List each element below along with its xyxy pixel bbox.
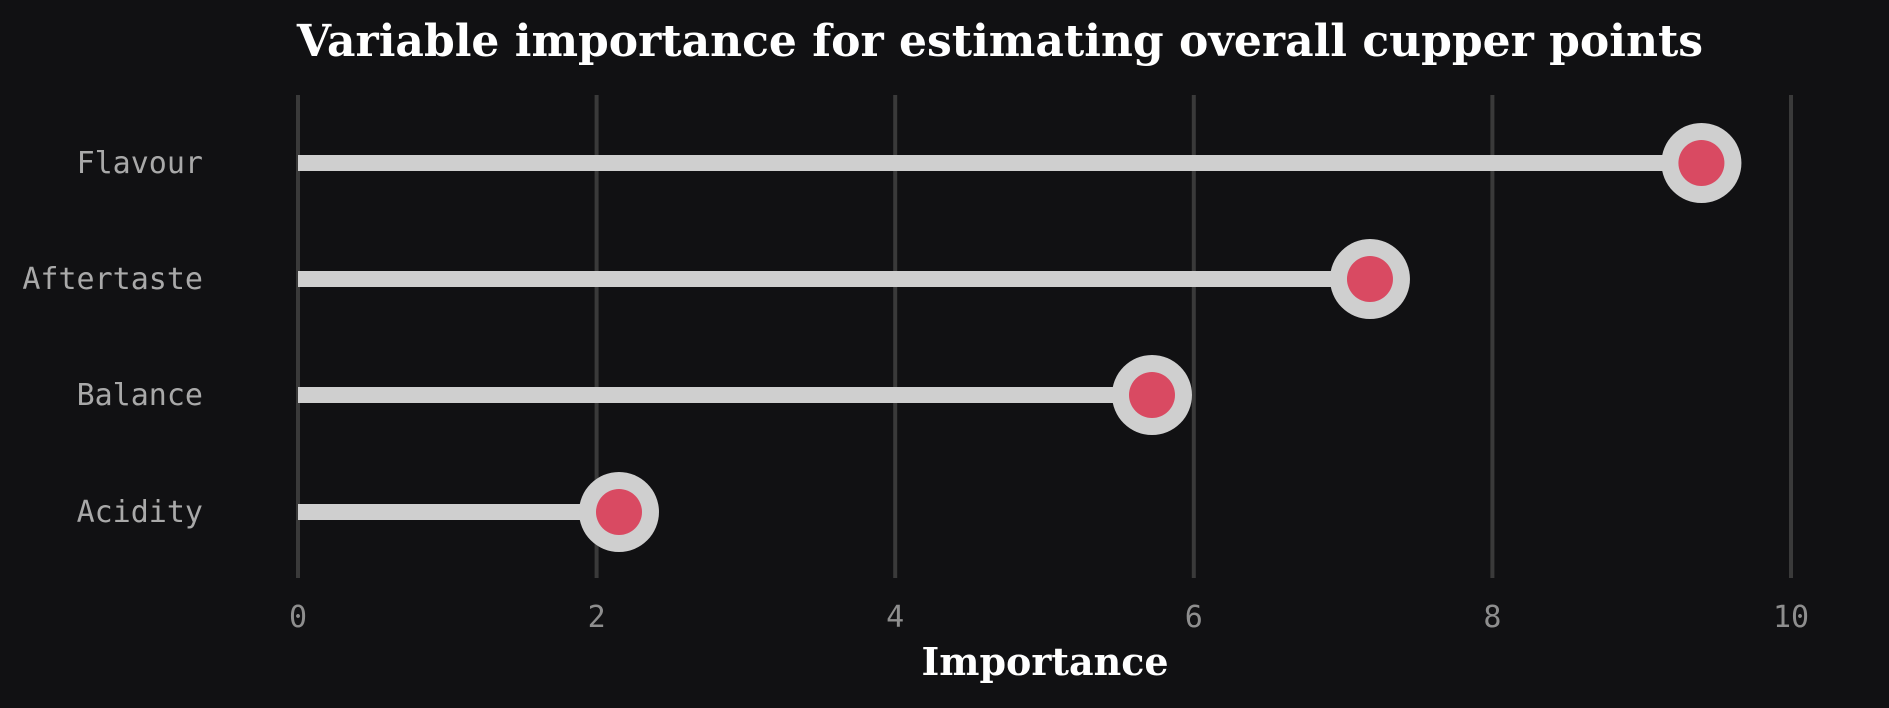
lollipop-stems — [298, 155, 1702, 520]
x-tick-label: 10 — [1773, 600, 1809, 635]
lollipop-markers — [578, 123, 1742, 552]
x-tick-label: 4 — [886, 600, 904, 635]
category-label: Aftertaste — [22, 262, 203, 297]
category-label: Balance — [77, 378, 203, 413]
x-tick-labels: 0 2 4 6 8 10 — [289, 600, 1809, 635]
x-tick-label: 2 — [588, 600, 606, 635]
x-tick-label: 6 — [1185, 600, 1203, 635]
lollipop-marker-inner — [595, 489, 642, 535]
category-labels: Flavour Aftertaste Balance Acidity — [22, 146, 203, 530]
category-label: Acidity — [77, 495, 203, 530]
lollipop-marker-inner — [1128, 372, 1175, 418]
grid-lines — [296, 95, 1793, 578]
lollipop-marker-inner — [1678, 140, 1725, 186]
lollipop-marker-inner — [1346, 256, 1393, 302]
x-tick-label: 8 — [1483, 600, 1501, 635]
x-axis-label: Importance — [921, 639, 1168, 684]
x-tick-label: 0 — [289, 600, 307, 635]
category-label: Flavour — [77, 146, 203, 181]
chart-title: Variable importance for estimating overa… — [296, 16, 1703, 67]
